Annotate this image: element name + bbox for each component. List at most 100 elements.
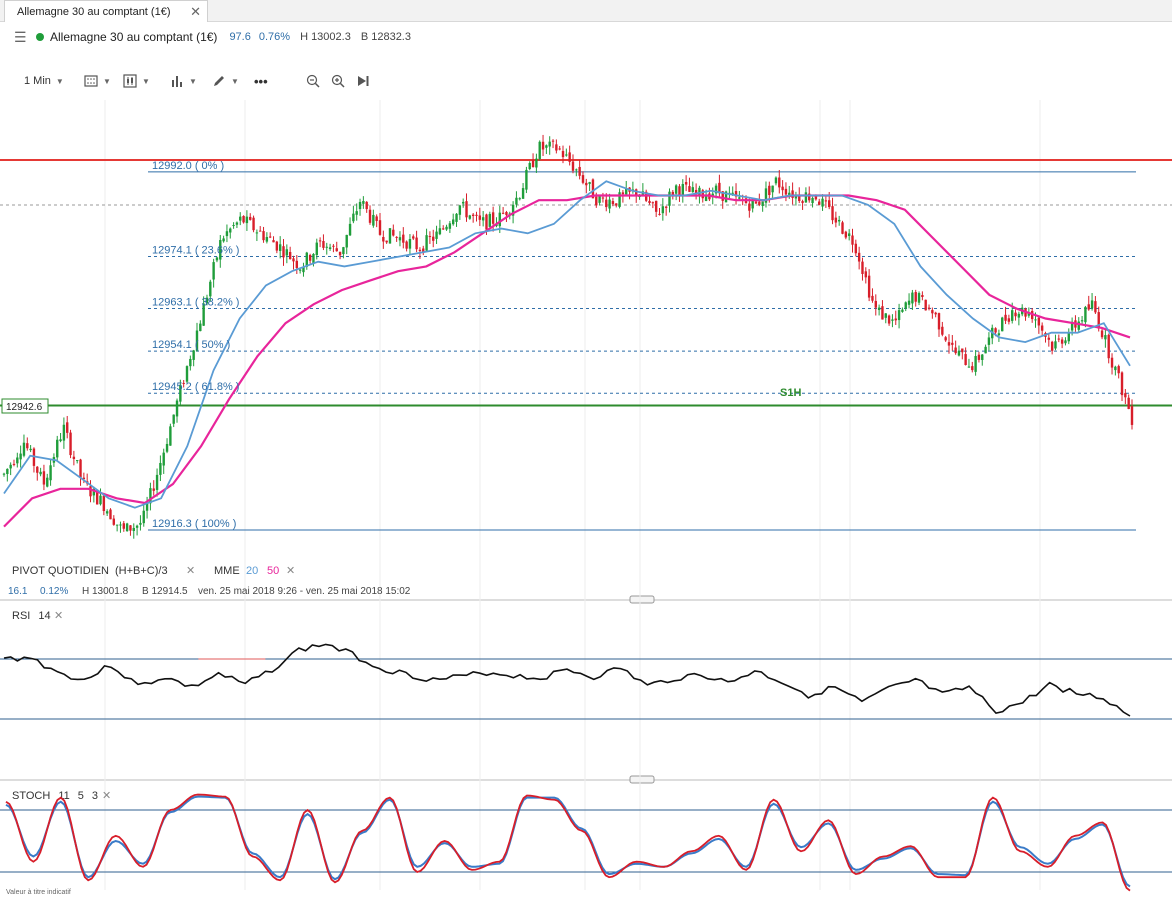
fibo-label: 12963.1 ( 38.2% ) xyxy=(152,297,239,309)
disclaimer: Valeur à titre indicatif xyxy=(6,889,71,896)
candle-body xyxy=(378,220,382,235)
candle-body xyxy=(651,202,655,204)
candle-body xyxy=(149,488,152,504)
candle-body xyxy=(242,216,245,223)
candle-body xyxy=(305,252,308,267)
candle-body xyxy=(268,236,272,238)
candle-body xyxy=(844,231,848,238)
candle-body xyxy=(245,216,249,224)
candle-body xyxy=(684,182,688,185)
scroll-to-end-button[interactable] xyxy=(356,72,370,90)
resize-handle-icon[interactable] xyxy=(629,775,655,784)
candle-body xyxy=(368,209,372,223)
candle-body xyxy=(808,193,811,201)
candle-body xyxy=(654,200,658,212)
candle-body xyxy=(478,215,482,220)
candle-body xyxy=(332,245,335,247)
candle-body xyxy=(162,452,165,466)
fibo-label: 12954.1 ( 50% ) xyxy=(152,339,230,351)
candle-body xyxy=(734,191,738,197)
candle-body xyxy=(518,198,521,200)
interval-dropdown[interactable]: 1 Min ▼ xyxy=(24,72,64,90)
more-options-button[interactable]: ••• xyxy=(254,73,268,89)
candle-body xyxy=(362,201,365,204)
candle-body xyxy=(545,145,548,148)
candle-body xyxy=(591,179,595,199)
candle-body xyxy=(119,524,122,526)
candle-body xyxy=(967,366,971,368)
fibo-label: 12992.0 ( 0% ) xyxy=(152,160,224,172)
candle-body xyxy=(328,247,332,249)
candle-body xyxy=(375,216,378,221)
candle-body xyxy=(488,213,492,227)
rsi-label: RSI 14 xyxy=(12,610,51,622)
candle-body xyxy=(1104,335,1107,340)
candle-body xyxy=(1127,397,1130,410)
candle-body xyxy=(252,217,255,231)
resize-handle-icon[interactable] xyxy=(629,595,655,604)
candle-body xyxy=(927,307,931,309)
chart-type-button[interactable]: ▼ xyxy=(123,72,150,90)
layout-button[interactable]: ▼ xyxy=(84,72,111,90)
candle-body xyxy=(1097,312,1100,329)
candle-body xyxy=(834,217,838,223)
indicators-button[interactable]: ▼ xyxy=(170,72,197,90)
candle-body xyxy=(6,468,9,474)
candle-body xyxy=(275,241,279,251)
candle-body xyxy=(974,356,977,372)
candle-body xyxy=(1050,341,1054,351)
candle-body xyxy=(731,192,734,194)
candle-body xyxy=(288,251,292,260)
candle-body xyxy=(961,348,964,353)
zoom-in-button[interactable] xyxy=(331,72,345,90)
rsi-remove-icon[interactable]: ✕ xyxy=(54,610,63,622)
session-high: H 13002.3 xyxy=(300,31,351,43)
candle-body xyxy=(901,309,904,312)
candle-body xyxy=(784,188,788,195)
tab-close-icon[interactable]: ✕ xyxy=(190,4,201,19)
candle-body xyxy=(931,310,934,314)
candle-body xyxy=(581,175,585,183)
candle-body xyxy=(338,251,342,256)
candle-body xyxy=(774,177,778,184)
candle-body xyxy=(125,523,129,532)
instrument-name: Allemagne 30 au comptant (1€) xyxy=(50,30,218,44)
candle-body xyxy=(668,191,671,206)
candle-body xyxy=(195,330,199,351)
fibo-label: 12916.3 ( 100% ) xyxy=(152,518,236,530)
candle-body xyxy=(471,214,475,216)
candle-body xyxy=(179,384,182,402)
candle-body xyxy=(79,459,82,478)
hamburger-menu-icon[interactable]: ☰ xyxy=(14,28,27,45)
pivot-remove-icon[interactable]: ✕ xyxy=(186,565,195,577)
mme-remove-icon[interactable]: ✕ xyxy=(286,565,295,577)
candle-body xyxy=(155,474,159,490)
candle-body xyxy=(681,184,684,195)
candle-body xyxy=(585,182,588,186)
session-low: B 12832.3 xyxy=(360,31,411,43)
candle-body xyxy=(432,236,435,241)
stoch-remove-icon[interactable]: ✕ xyxy=(102,790,111,802)
candle-body xyxy=(415,237,418,250)
candle-body xyxy=(139,522,142,525)
candle-body xyxy=(1064,340,1067,344)
drawing-tools-button[interactable]: ▼ xyxy=(212,72,239,90)
candle-body xyxy=(95,490,99,505)
candle-body xyxy=(199,323,202,332)
candle-body xyxy=(947,342,951,346)
candle-body xyxy=(1130,406,1134,425)
interval-label: 1 Min xyxy=(24,75,51,87)
candle-body xyxy=(778,177,781,188)
candle-body xyxy=(1017,313,1021,318)
candle-body xyxy=(345,234,348,248)
candle-body xyxy=(794,194,798,199)
zoom-out-button[interactable] xyxy=(306,72,320,90)
stats-pct: 0.12% xyxy=(40,586,68,597)
tab-instrument[interactable]: Allemagne 30 au comptant (1€) ✕ xyxy=(4,0,208,22)
candle-body xyxy=(325,246,328,248)
candle-body xyxy=(189,358,192,367)
candle-body xyxy=(135,525,139,528)
stats-change: 16.1 xyxy=(8,586,28,597)
candle-body xyxy=(724,191,728,203)
